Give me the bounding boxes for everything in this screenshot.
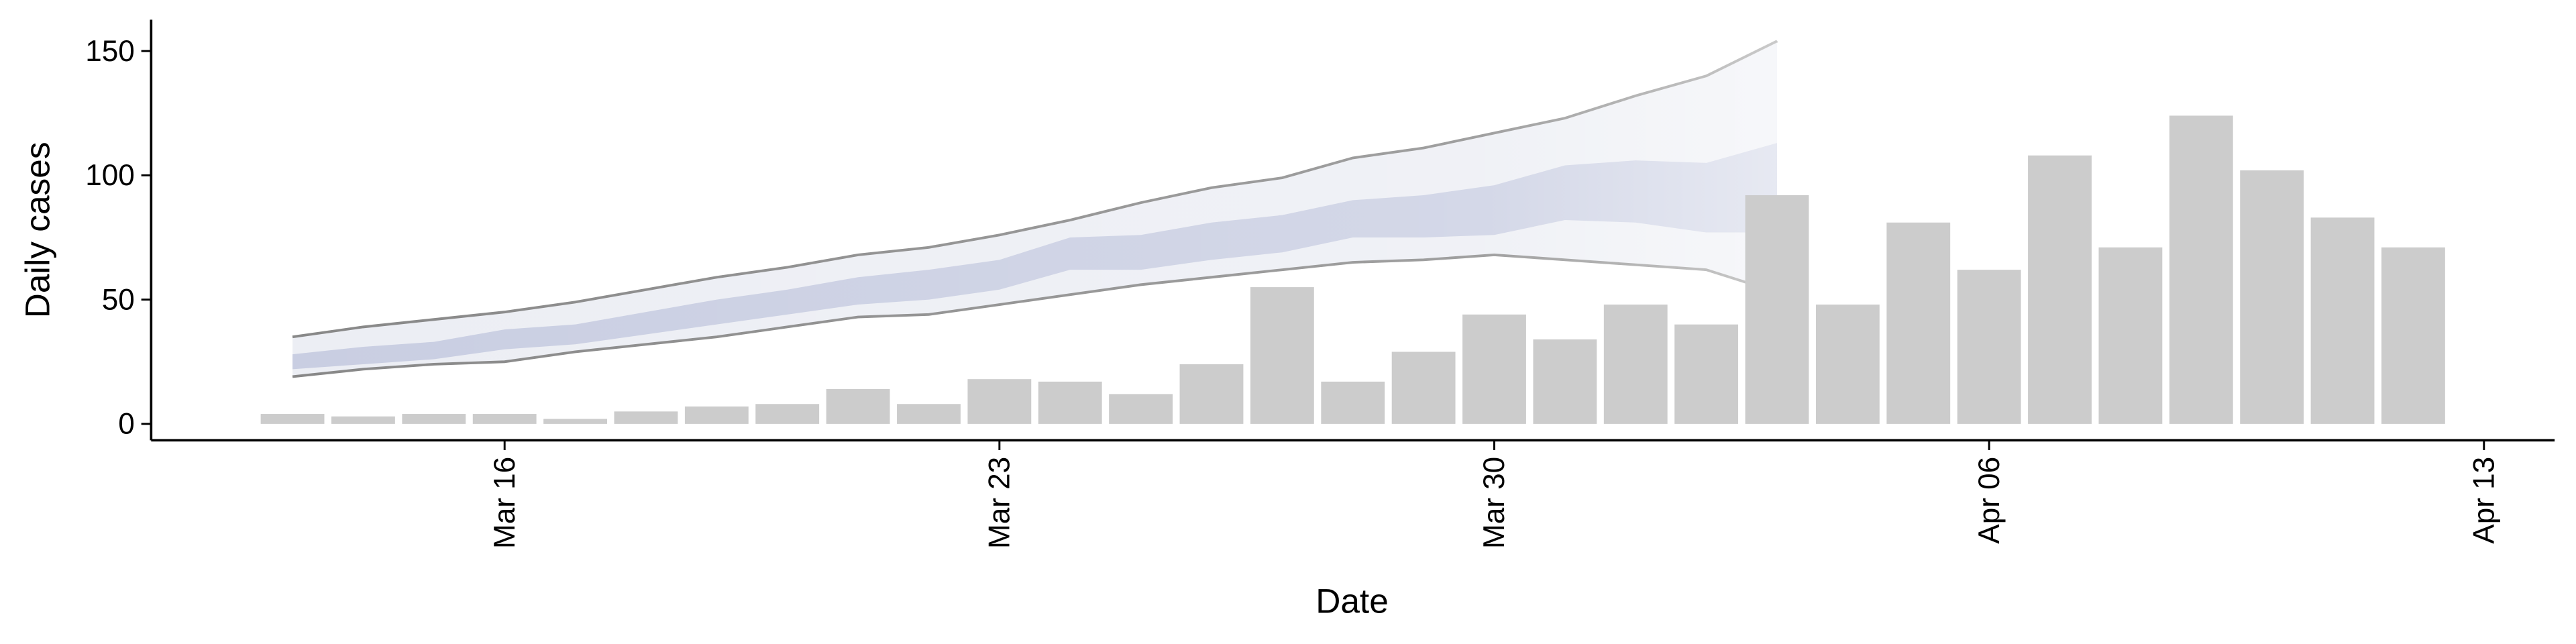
- bar: [1745, 195, 1809, 424]
- y-axis-title: Daily cases: [17, 142, 56, 318]
- x-axis-title: Date: [1316, 581, 1389, 620]
- x-tick-label: Apr 06: [1973, 457, 2006, 544]
- bar: [1533, 339, 1597, 424]
- bar: [260, 414, 325, 424]
- bar: [1250, 287, 1314, 424]
- y-tick-label: 100: [85, 159, 135, 192]
- bar: [2381, 247, 2445, 424]
- bar: [2098, 247, 2163, 424]
- bar: [1109, 394, 1173, 424]
- x-tick-label: Apr 13: [2467, 457, 2500, 544]
- bar: [826, 388, 890, 424]
- bar: [897, 404, 961, 424]
- bar: [2310, 217, 2375, 424]
- bar: [684, 406, 749, 424]
- bar: [614, 411, 678, 424]
- bar: [1957, 270, 2021, 424]
- bar: [2240, 170, 2304, 424]
- bar: [755, 404, 820, 424]
- bar: [1886, 222, 1951, 424]
- bar: [331, 416, 395, 424]
- bar: [402, 414, 466, 424]
- x-tick-label: Mar 23: [983, 457, 1016, 549]
- bar: [1321, 381, 1385, 424]
- x-tick-label: Mar 16: [488, 457, 521, 549]
- y-tick-label: 50: [102, 283, 135, 316]
- plot-area: 0 50 100 150 Mar 16 Mar 23 Mar 30 Apr 06 Apr 13: [85, 19, 2555, 549]
- bar: [1179, 364, 1244, 424]
- x-tick-label: Mar 30: [1478, 457, 1511, 549]
- bar: [1038, 381, 1102, 424]
- bar: [1815, 305, 1880, 424]
- bar: [472, 414, 537, 424]
- bar: [967, 379, 1032, 424]
- bar: [543, 419, 607, 424]
- bar: [1391, 352, 1456, 424]
- bar: [2169, 115, 2233, 424]
- y-tick-label: 0: [118, 408, 135, 441]
- bar: [2028, 155, 2092, 424]
- y-tick-label: 150: [85, 35, 135, 68]
- bar: [1603, 305, 1668, 424]
- band-fade: [292, 19, 1778, 441]
- bar: [1674, 324, 1739, 424]
- bar: [1462, 314, 1526, 424]
